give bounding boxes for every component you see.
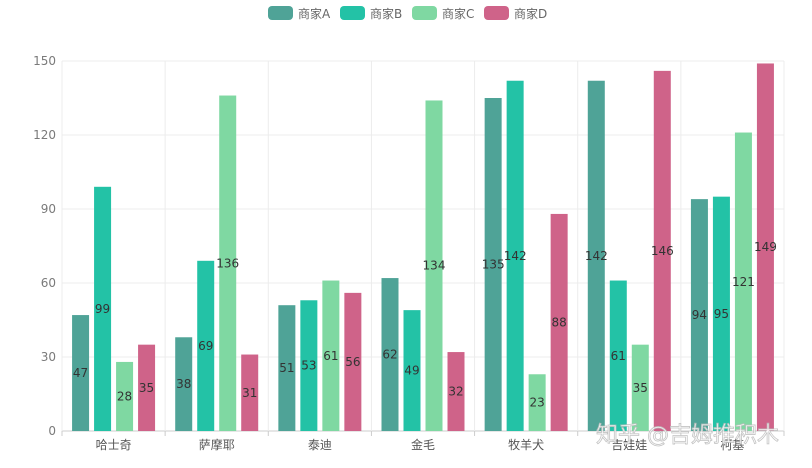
data-label: 99 <box>95 302 110 316</box>
data-label: 35 <box>633 381 648 395</box>
legend-swatch <box>484 6 509 20</box>
legend-item[interactable]: 商家C <box>412 6 474 21</box>
legend-item[interactable]: 商家D <box>484 6 547 21</box>
data-label: 61 <box>611 349 626 363</box>
data-label: 28 <box>117 389 132 403</box>
bar[interactable] <box>506 80 524 431</box>
bar[interactable] <box>690 199 708 431</box>
bar[interactable] <box>403 310 421 431</box>
data-label: 142 <box>585 249 608 263</box>
data-label: 134 <box>423 259 446 273</box>
x-tick-label: 柯基 <box>720 438 744 452</box>
axes: 0 30 60 90 120 150 哈士奇 萨摩耶 泰迪 金毛 牧羊犬 吉娃娃 柯基 <box>33 54 785 452</box>
grid-lines <box>61 60 785 432</box>
data-label: 51 <box>279 361 294 375</box>
bar[interactable] <box>484 98 502 431</box>
data-label: 23 <box>530 396 545 410</box>
bar[interactable] <box>219 95 237 432</box>
y-tick-label: 90 <box>41 202 56 216</box>
watermark-text: 知乎 @吉姆推积木 <box>596 423 779 448</box>
data-label: 136 <box>216 256 239 270</box>
data-label: 149 <box>754 240 777 254</box>
legend-item[interactable]: 商家A <box>268 6 331 21</box>
data-label: 146 <box>651 244 674 258</box>
legend-label: 商家B <box>370 6 402 21</box>
data-label: 49 <box>404 364 419 378</box>
legend-swatch <box>268 6 293 20</box>
bar[interactable] <box>631 344 649 431</box>
bars <box>72 63 774 432</box>
bar[interactable] <box>756 63 774 431</box>
y-tick-label: 30 <box>41 350 56 364</box>
bar[interactable] <box>587 80 605 431</box>
bar[interactable] <box>116 361 134 431</box>
bar[interactable] <box>712 196 730 431</box>
data-label: 95 <box>714 307 729 321</box>
bar[interactable] <box>734 132 752 432</box>
data-label: 94 <box>692 308 707 322</box>
x-tick-label: 牧羊犬 <box>508 437 544 452</box>
x-tick-label: 萨摩耶 <box>199 437 235 452</box>
legend-label: 商家A <box>298 6 331 21</box>
legend-item[interactable]: 商家B <box>340 6 402 21</box>
data-label: 142 <box>504 249 527 263</box>
y-tick-label: 60 <box>41 276 56 290</box>
bar[interactable] <box>381 278 399 431</box>
bar[interactable] <box>278 305 296 431</box>
legend-swatch <box>340 6 365 20</box>
data-label: 135 <box>482 258 505 272</box>
bar[interactable] <box>241 354 259 431</box>
bar[interactable] <box>528 374 546 431</box>
data-label: 38 <box>176 377 191 391</box>
data-label: 32 <box>448 385 463 399</box>
data-label: 121 <box>732 275 755 289</box>
legend[interactable]: 商家A 商家B 商家C 商家D <box>268 6 547 21</box>
bar[interactable] <box>300 300 318 431</box>
bar[interactable] <box>72 315 90 431</box>
legend-swatch <box>412 6 437 20</box>
bar[interactable] <box>322 280 340 431</box>
data-label: 62 <box>382 348 397 362</box>
bar[interactable] <box>609 280 627 431</box>
bar[interactable] <box>653 70 671 431</box>
data-label: 47 <box>73 366 88 380</box>
data-label: 88 <box>552 315 567 329</box>
y-tick-label: 0 <box>48 424 56 438</box>
x-tick-label: 吉娃娃 <box>611 438 647 452</box>
legend-label: 商家D <box>514 6 547 21</box>
bar[interactable] <box>197 260 215 431</box>
bar[interactable] <box>138 344 156 431</box>
data-label: 31 <box>242 386 257 400</box>
x-tick-label: 泰迪 <box>308 438 332 452</box>
data-label: 56 <box>345 355 360 369</box>
bar[interactable] <box>175 337 193 431</box>
x-tick-label: 哈士奇 <box>96 438 132 452</box>
bar[interactable] <box>447 352 465 431</box>
data-label: 61 <box>323 349 338 363</box>
bar[interactable] <box>94 186 112 431</box>
data-label: 53 <box>301 359 316 373</box>
data-label: 69 <box>198 339 213 353</box>
y-tick-label: 120 <box>33 128 56 142</box>
data-label: 35 <box>139 381 154 395</box>
y-tick-label: 150 <box>33 54 56 68</box>
x-tick-label: 金毛 <box>411 437 435 452</box>
legend-label: 商家C <box>442 6 474 21</box>
bar[interactable] <box>550 213 568 431</box>
bar[interactable] <box>344 292 362 431</box>
bar[interactable] <box>425 100 443 431</box>
